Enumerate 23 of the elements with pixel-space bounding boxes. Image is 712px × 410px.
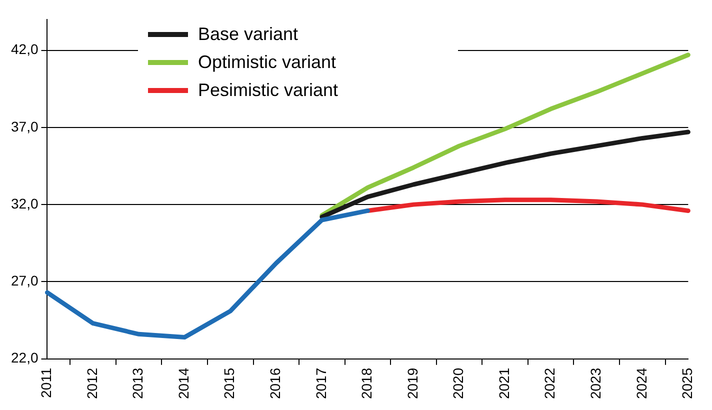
x-tick-label: 2020 [450, 368, 466, 400]
y-tick-label: 37,0 [11, 118, 38, 134]
x-tick-label: 2019 [404, 368, 420, 400]
y-tick-label: 22,0 [11, 350, 38, 366]
x-tick-label: 2014 [175, 368, 192, 400]
x-tick-label: 2013 [130, 368, 146, 400]
y-tick-label: 42,0 [11, 41, 38, 58]
legend-label: Base variant [198, 24, 298, 44]
x-tick-label: 2017 [312, 368, 329, 400]
y-tick-label: 27,0 [11, 272, 38, 289]
x-tick-label: 2016 [267, 368, 284, 400]
y-tick-label: 32,0 [11, 195, 38, 212]
x-tick-label: 2018 [358, 368, 375, 400]
x-tick-label: 2023 [587, 368, 604, 400]
legend-label: Pesimistic variant [198, 80, 338, 100]
x-tick-label: 2021 [496, 368, 512, 400]
x-tick-label: 2024 [633, 368, 650, 400]
x-tick-label: 2011 [38, 368, 54, 398]
legend-label: Optimistic variant [198, 52, 336, 72]
x-tick-label: 2025 [679, 368, 696, 400]
x-tick-label: 2022 [542, 368, 558, 400]
x-tick-label: 2012 [84, 368, 100, 400]
x-tick-label: 2015 [221, 368, 238, 400]
